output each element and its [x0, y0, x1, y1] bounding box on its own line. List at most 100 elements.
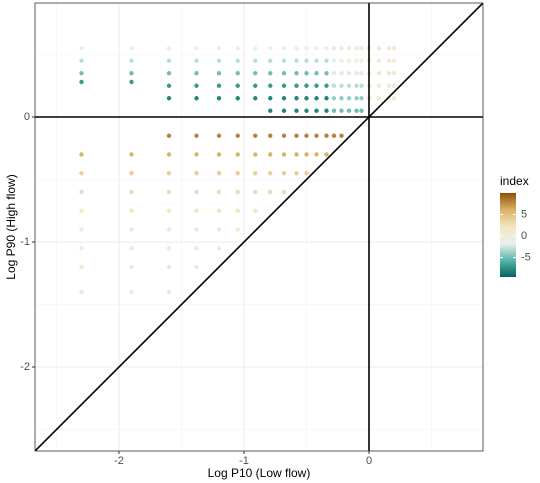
point: [304, 58, 309, 63]
point: [268, 71, 273, 76]
point: [386, 58, 392, 63]
point: [294, 58, 299, 63]
point: [331, 58, 337, 63]
point: [268, 58, 273, 63]
point: [166, 227, 172, 232]
point: [235, 189, 240, 195]
point: [129, 171, 134, 176]
point: [194, 189, 199, 195]
point: [304, 152, 309, 157]
point: [268, 96, 273, 101]
point: [281, 189, 287, 195]
point: [331, 71, 337, 76]
point: [166, 246, 172, 251]
point: [314, 133, 319, 138]
y-tick-label: -2: [20, 361, 30, 373]
point: [339, 96, 344, 101]
point: [294, 83, 299, 88]
point: [391, 46, 397, 51]
point: [166, 58, 172, 63]
point: [216, 189, 222, 195]
point: [166, 264, 172, 270]
point: [79, 79, 84, 85]
point: [216, 171, 222, 176]
point: [235, 46, 240, 51]
point: [304, 46, 309, 51]
point: [129, 152, 134, 157]
point: [253, 152, 258, 157]
point: [166, 46, 172, 51]
point: [281, 71, 287, 76]
point: [268, 189, 273, 195]
point: [268, 83, 273, 88]
point: [391, 83, 397, 88]
point: [253, 189, 258, 195]
point: [166, 208, 172, 213]
point: [346, 46, 352, 51]
point: [268, 133, 273, 138]
point: [194, 46, 199, 51]
point: [376, 71, 382, 76]
point: [79, 289, 84, 295]
point: [216, 133, 222, 138]
point: [346, 58, 352, 63]
point: [324, 83, 329, 88]
point: [194, 227, 199, 232]
point: [216, 246, 222, 251]
point: [339, 133, 344, 138]
point: [194, 83, 199, 88]
colorbar: [500, 193, 516, 277]
point: [235, 171, 240, 176]
point: [324, 133, 329, 138]
point: [294, 96, 299, 101]
point: [253, 133, 258, 138]
point: [79, 264, 84, 270]
point: [314, 83, 319, 88]
point: [129, 208, 134, 213]
point: [331, 83, 337, 88]
point: [79, 58, 84, 63]
point: [354, 96, 359, 101]
point: [331, 133, 337, 138]
point: [216, 208, 222, 213]
point: [129, 227, 134, 232]
point: [194, 246, 199, 251]
point: [194, 58, 199, 63]
point: [331, 108, 337, 113]
point: [354, 108, 359, 113]
point: [216, 83, 222, 88]
point: [281, 152, 287, 157]
point: [268, 108, 273, 113]
point: [79, 189, 84, 195]
point: [304, 171, 309, 176]
point: [166, 171, 172, 176]
point: [166, 152, 172, 157]
y-axis-title: Log P90 (High flow): [4, 174, 18, 279]
point: [281, 108, 287, 113]
point: [235, 96, 240, 101]
panel-border: [34, 2, 484, 452]
point: [324, 58, 329, 63]
point: [339, 108, 344, 113]
point: [79, 246, 84, 251]
point: [216, 71, 222, 76]
point: [359, 58, 364, 63]
x-tick-label: -1: [239, 455, 249, 467]
point: [314, 71, 319, 76]
point: [294, 152, 299, 157]
point: [281, 133, 287, 138]
point: [359, 46, 364, 51]
point: [376, 46, 382, 51]
point: [376, 83, 382, 88]
point: [331, 96, 337, 101]
point: [281, 83, 287, 88]
point: [339, 83, 344, 88]
point: [376, 96, 382, 101]
point: [386, 83, 392, 88]
colorbar-tick-label: -5: [521, 252, 531, 264]
point: [194, 208, 199, 213]
point: [194, 133, 199, 138]
x-tick-label: -2: [114, 455, 124, 467]
point: [235, 152, 240, 157]
